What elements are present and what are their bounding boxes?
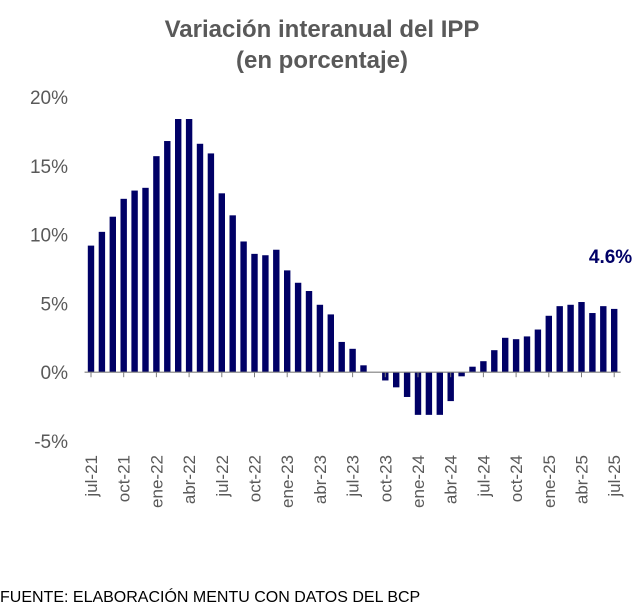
y-tick-label: 5%	[41, 294, 69, 315]
bar-nov-22	[262, 255, 269, 373]
chart-title-line-1: Variación interanual del IPP	[165, 16, 480, 43]
bar-mar-24	[436, 372, 443, 415]
bar-dic-22	[273, 249, 280, 373]
bar-abr-22	[185, 119, 193, 373]
y-tick-label: 10%	[30, 226, 68, 247]
chart-title-line-2: (en porcentaje)	[236, 47, 408, 74]
x-tick-label: ene-25	[540, 455, 559, 508]
bar-feb-23	[294, 282, 302, 373]
bar-mar-25	[567, 304, 574, 373]
y-tick-label: 15%	[30, 157, 68, 178]
bar-dic-21	[142, 187, 149, 373]
bar-nov-23	[393, 372, 400, 388]
bar-oct-24	[512, 339, 520, 373]
bar-oct-22	[251, 253, 258, 373]
bar-jun-22	[207, 153, 215, 373]
bar-may-25	[589, 313, 596, 373]
y-tick-label: 20%	[30, 88, 68, 109]
bar-oct-21	[120, 198, 127, 373]
x-tick-label: jul-25	[605, 455, 624, 498]
bar-sep-24	[502, 337, 509, 373]
x-tick-label: ene-22	[147, 455, 166, 508]
bar-may-24	[458, 372, 465, 377]
bar-ago-21	[98, 231, 106, 373]
bar-dic-23	[403, 372, 411, 397]
source-note: FUENTE: ELABORACIÓN MENTU CON DATOS DEL …	[0, 589, 421, 606]
x-tick-label: ene-24	[409, 455, 428, 508]
bar-ago-22	[229, 215, 236, 373]
x-tick-label: jul-23	[344, 455, 363, 498]
x-tick-label: ene-23	[278, 455, 297, 508]
bar-jul-24	[480, 361, 487, 373]
bar-mar-22	[175, 119, 182, 373]
x-tick-label: abr-25	[573, 455, 592, 504]
x-tick-label: abr-24	[442, 455, 461, 504]
x-tick-label: abr-23	[311, 455, 330, 504]
x-tick-label: jul-21	[82, 455, 101, 498]
x-tick-label: abr-22	[180, 455, 199, 504]
x-tick-label: jul-24	[474, 455, 493, 498]
bar-abr-24	[447, 372, 454, 402]
bar-chart: Variación interanual del IPP (en porcent…	[30, 16, 632, 508]
bar-jun-25	[600, 306, 607, 373]
data-label-last-value: 4.6%	[589, 247, 632, 268]
bar-mar-23	[305, 291, 313, 373]
x-tick-label: oct-23	[376, 455, 395, 502]
bar-sep-22	[240, 241, 247, 373]
bar-ene-22	[153, 156, 160, 373]
bar-nov-21	[131, 190, 138, 373]
bar-feb-24	[425, 372, 433, 415]
bar-abr-25	[578, 302, 585, 373]
bar-jun-24	[469, 366, 476, 373]
bar-feb-25	[556, 306, 563, 373]
x-tick-label: oct-22	[246, 455, 265, 502]
bar-ene-24	[414, 372, 422, 415]
bar-jun-23	[338, 341, 345, 373]
bar-feb-22	[164, 141, 171, 373]
x-tick-label: oct-21	[115, 455, 134, 502]
bar-dic-24	[534, 329, 542, 373]
bar-nov-24	[523, 336, 531, 373]
bar-ene-23	[284, 270, 291, 373]
y-tick-label: 0%	[41, 363, 69, 384]
bar-sep-21	[109, 216, 116, 373]
bar-ago-23	[360, 365, 367, 373]
y-tick-label: -5%	[34, 432, 68, 453]
bar-ene-25	[545, 315, 552, 373]
bar-may-22	[196, 143, 204, 373]
bar-jul-25	[611, 308, 618, 373]
bar-abr-23	[316, 304, 324, 373]
bar-jul-22	[218, 193, 225, 373]
bar-jul-23	[349, 348, 356, 373]
bar-may-23	[327, 314, 334, 373]
x-tick-label: jul-22	[213, 455, 232, 498]
bar-jul-21	[87, 245, 95, 373]
bar-ago-24	[491, 350, 498, 373]
x-tick-label: oct-24	[507, 455, 526, 502]
